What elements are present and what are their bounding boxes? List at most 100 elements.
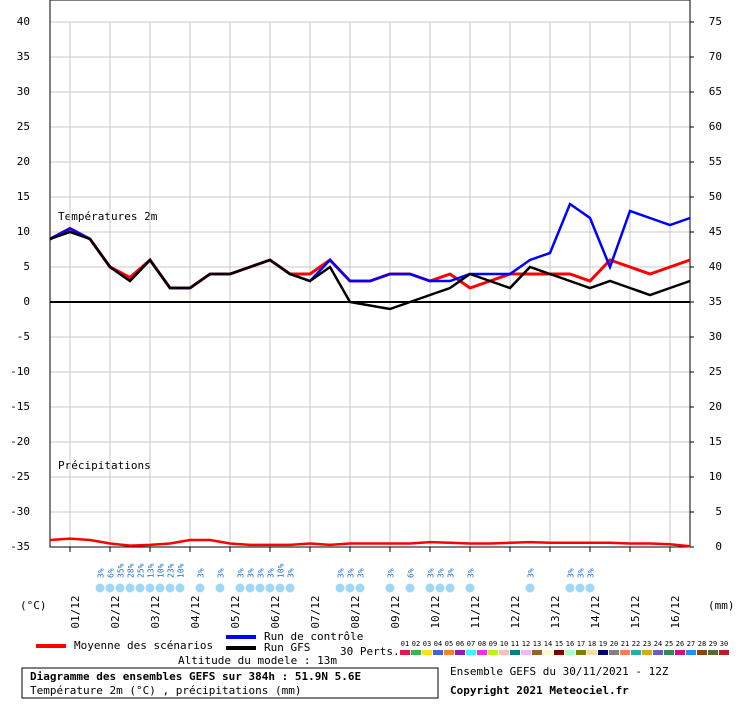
snow-icon: [275, 583, 285, 593]
y2-tick-label: 60: [709, 120, 722, 133]
y2-axis-label: (mm): [708, 599, 735, 612]
y-tick-label: 35: [17, 50, 30, 63]
pert-swatch: [664, 650, 674, 655]
pert-swatch: [576, 650, 586, 655]
snow-label: 3%: [357, 568, 366, 578]
y-axis-label: (°C): [20, 599, 47, 612]
series-line: [49, 226, 691, 290]
snow-icon: [425, 583, 435, 593]
legend-label: Run GFS: [264, 641, 310, 654]
pert-swatch: [455, 650, 465, 655]
pert-label: 30: [720, 640, 728, 648]
y-tick-label: 20: [17, 155, 30, 168]
x-tick-label: 06/12: [269, 595, 282, 628]
pert-label: 17: [577, 640, 585, 648]
snow-label: 3%: [257, 568, 266, 578]
snow-icon: [385, 583, 395, 593]
pert-label: 27: [687, 640, 695, 648]
y2-tick-label: 0: [715, 540, 722, 553]
snow-icon: [145, 583, 155, 593]
series-line: [49, 230, 691, 311]
pert-label: 19: [599, 640, 607, 648]
y-tick-label: 0: [23, 295, 30, 308]
pert-swatch: [532, 650, 542, 655]
pert-label: 03: [423, 640, 431, 648]
pert-label: 14: [544, 640, 552, 648]
snow-label: 6%: [107, 568, 116, 578]
pert-swatch: [719, 650, 729, 655]
snow-icon: [585, 583, 595, 593]
snow-label: 3%: [217, 568, 226, 578]
pert-swatch: [653, 650, 663, 655]
pert-label: 24: [654, 640, 662, 648]
pert-swatch: [697, 650, 707, 655]
pert-label: 29: [709, 640, 717, 648]
snow-label: 10%: [157, 563, 166, 578]
pert-label: 04: [434, 640, 442, 648]
legend-label: Moyenne des scénarios: [74, 639, 213, 652]
snow-label: 3%: [437, 568, 446, 578]
x-tick-label: 14/12: [589, 595, 602, 628]
snow-icon: [175, 583, 185, 593]
snow-icon: [165, 583, 175, 593]
pert-label: 25: [665, 640, 673, 648]
snow-label: 3%: [337, 568, 346, 578]
pert-label: 22: [632, 640, 640, 648]
pert-swatch: [631, 650, 641, 655]
x-tick-label: 03/12: [149, 595, 162, 628]
pert-swatch: [598, 650, 608, 655]
snow-label: 3%: [347, 568, 356, 578]
pert-label: 16: [566, 640, 574, 648]
legend-label: Run de contrôle: [264, 630, 363, 643]
pert-swatch: [521, 650, 531, 655]
pert-label: 21: [621, 640, 629, 648]
pert-label: 01: [401, 640, 409, 648]
pert-swatch: [433, 650, 443, 655]
snow-icon: [405, 583, 415, 593]
pert-label: 08: [478, 640, 486, 648]
pert-swatch: [488, 650, 498, 655]
pert-label: 23: [643, 640, 651, 648]
snow-label: 10%: [277, 563, 286, 578]
pert-swatch: [565, 650, 575, 655]
pert-swatch: [708, 650, 718, 655]
snow-label: 3%: [527, 568, 536, 578]
pert-label: 06: [456, 640, 464, 648]
snow-icon: [355, 583, 365, 593]
snow-label: 28%: [127, 563, 136, 578]
y2-tick-label: 35: [709, 295, 722, 308]
y2-tick-label: 45: [709, 225, 722, 238]
pert-swatch: [499, 650, 509, 655]
pert-label: 11: [511, 640, 519, 648]
plot-frame: [49, 0, 691, 548]
x-tick-label: 04/12: [189, 595, 202, 628]
y2-tick-label: 40: [709, 260, 722, 273]
y2-tick-label: 65: [709, 85, 722, 98]
snow-icon: [155, 583, 165, 593]
x-tick-label: 12/12: [509, 595, 522, 628]
y2-tick-label: 55: [709, 155, 722, 168]
x-tick-label: 02/12: [109, 595, 122, 628]
snow-icon: [255, 583, 265, 593]
snow-label: 3%: [427, 568, 436, 578]
snow-label: 3%: [247, 568, 256, 578]
y-tick-label: 40: [17, 15, 30, 28]
pert-label: 13: [533, 640, 541, 648]
snow-label: 13%: [147, 563, 156, 578]
snow-label: 3%: [567, 568, 576, 578]
x-tick-label: 07/12: [309, 595, 322, 628]
x-tick-label: 10/12: [429, 595, 442, 628]
y-tick-label: -30: [10, 505, 30, 518]
x-tick-label: 05/12: [229, 595, 242, 628]
pert-label: 26: [676, 640, 684, 648]
y-tick-label: 15: [17, 190, 30, 203]
x-tick-label: 09/12: [389, 595, 402, 628]
footer-title: Diagramme des ensembles GEFS sur 384h : …: [30, 670, 361, 683]
pert-label: 10: [500, 640, 508, 648]
temp-label: Températures 2m: [58, 210, 158, 223]
snow-icon: [235, 583, 245, 593]
snow-icon: [465, 583, 475, 593]
y2-tick-label: 30: [709, 330, 722, 343]
altitude: Altitude du modele : 13m: [178, 654, 337, 667]
